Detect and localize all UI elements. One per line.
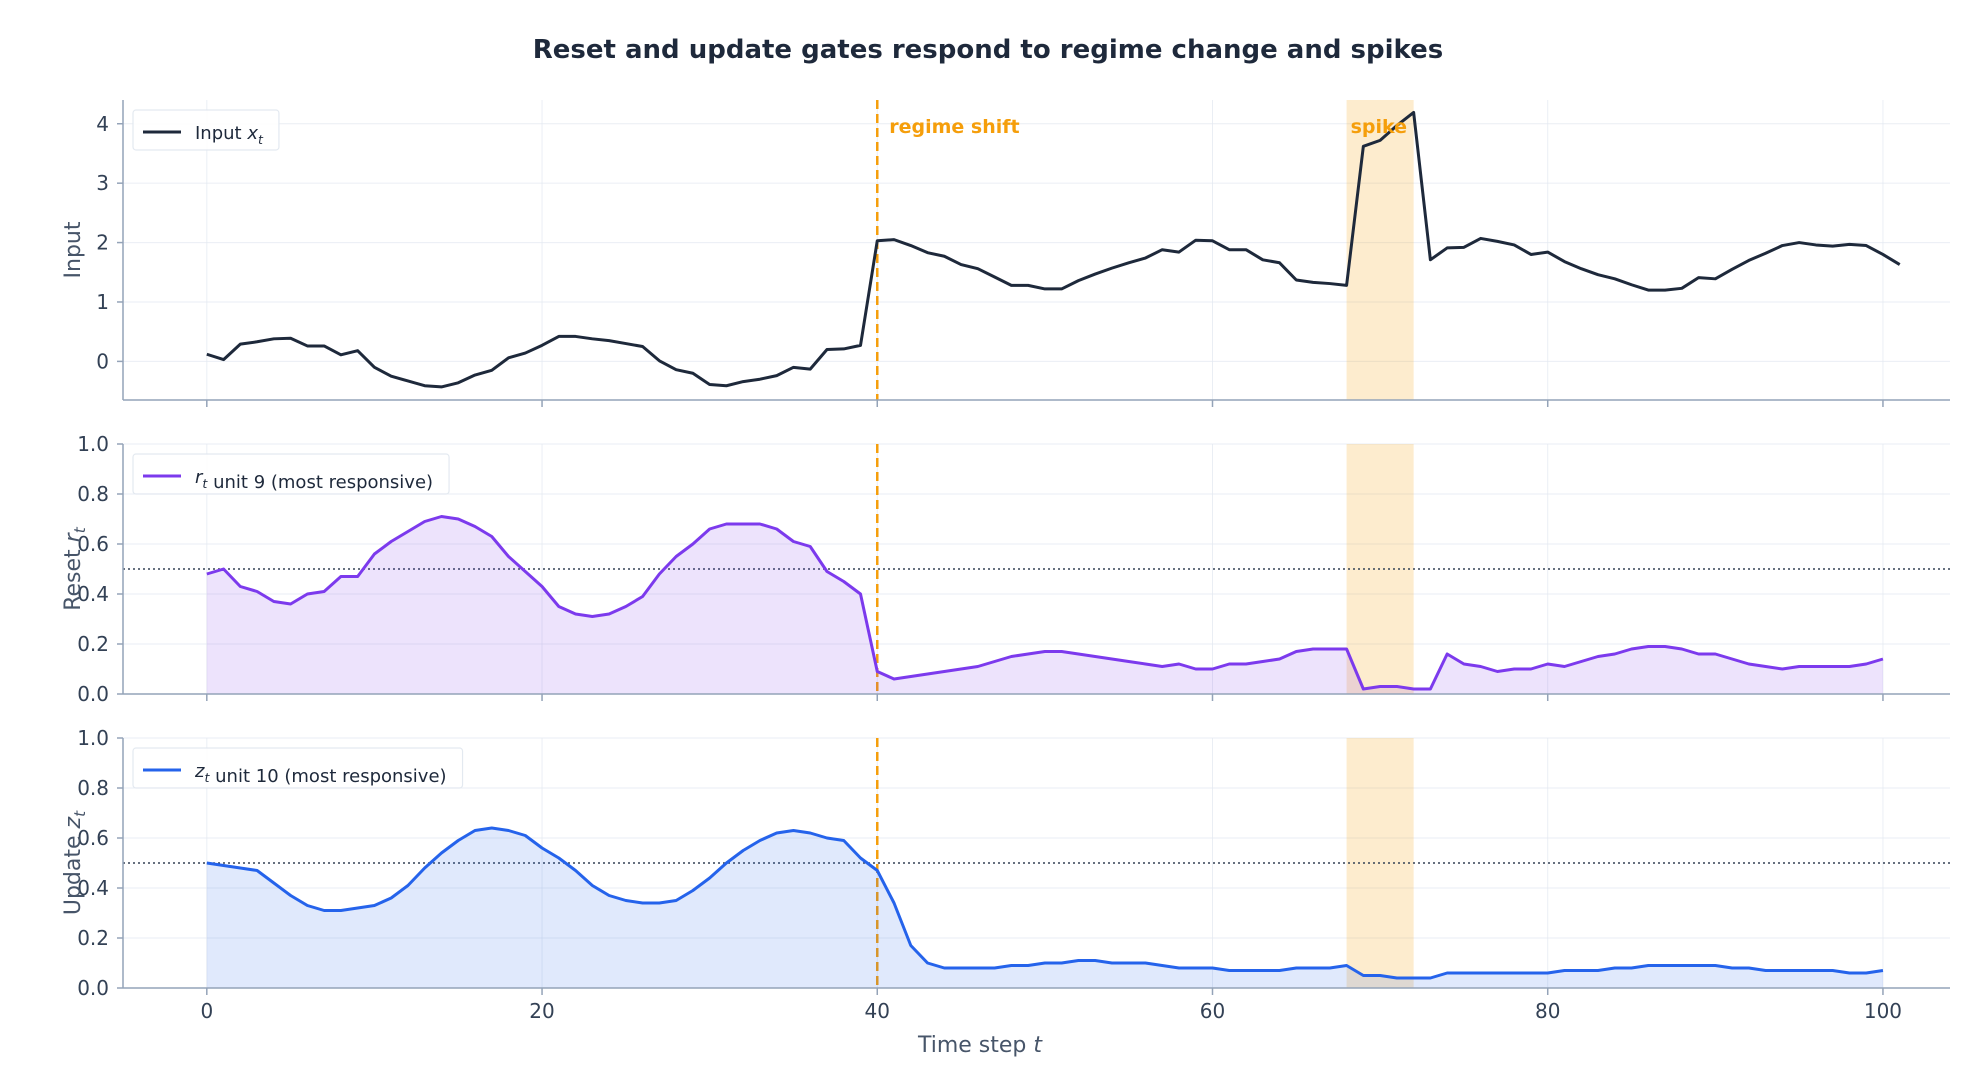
x-tick-label: 40 <box>865 999 890 1023</box>
x-tick-label: 100 <box>1864 999 1902 1023</box>
spike-band <box>1346 444 1414 694</box>
legend-update: zt unit 10 (most responsive) <box>132 747 464 789</box>
legend-frame <box>132 109 280 151</box>
legend-input: Input xt <box>132 109 280 151</box>
spike-band <box>1346 738 1414 988</box>
spike-label: spike <box>1351 116 1407 138</box>
series-fill-update <box>206 828 1883 988</box>
legend-reset: rt unit 9 (most responsive) <box>132 453 450 495</box>
series-line-update <box>206 826 1884 980</box>
series-fill-reset <box>206 516 1883 694</box>
y-tick-label: 2 <box>96 231 109 255</box>
x-tick-label: 0 <box>200 999 213 1023</box>
x-axis-label: Time step t <box>917 1033 1043 1058</box>
y-tick-label: 0.2 <box>77 926 109 950</box>
legend-label: zt unit 10 (most responsive) <box>194 761 447 787</box>
y-tick-label: 0.8 <box>77 776 109 800</box>
panel-update: 0.0 0.2 0.4 0.6 0.8 1.0 0 20 40 60 80 100 Update zt z… <box>61 726 1950 1023</box>
y-tick-label: 0.4 <box>77 876 109 900</box>
y-tick-label: 0.0 <box>77 682 109 706</box>
y-tick-label: 0.2 <box>77 632 109 656</box>
y-tick-label: 3 <box>96 171 109 195</box>
y-axis-label-input: Input <box>61 221 86 278</box>
y-tick-label: 0.6 <box>77 532 109 556</box>
legend-frame <box>132 453 450 495</box>
y-tick-label: 1 <box>96 290 109 314</box>
spike-band <box>1346 100 1414 400</box>
x-tick-label: 20 <box>529 999 554 1023</box>
panel-input: 0 1 2 3 4 Input Input xt regime shift spike <box>61 100 1950 407</box>
x-tick-label: 60 <box>1200 999 1225 1023</box>
y-tick-label: 1.0 <box>77 726 109 750</box>
series-line-reset <box>206 515 1884 691</box>
y-tick-label: 0.6 <box>77 826 109 850</box>
legend-label: Input xt <box>195 123 264 147</box>
regime-shift-label: regime shift <box>889 116 1019 138</box>
y-axis-label-reset: Reset rt <box>61 526 89 611</box>
legend-frame <box>132 747 464 789</box>
y-tick-label: 0.8 <box>77 482 109 506</box>
y-tick-label: 0 <box>96 349 109 373</box>
y-tick-label: 0.4 <box>77 582 109 606</box>
y-axis-label-update: Update zt <box>61 810 89 915</box>
y-tick-label: 1.0 <box>77 432 109 456</box>
legend-label: rt unit 9 (most responsive) <box>195 467 433 493</box>
y-tick-label: 0.0 <box>77 976 109 1000</box>
series-line-input <box>206 110 1901 389</box>
panel-reset: 0.0 0.2 0.4 0.6 0.8 1.0 Reset rt rt unit 9 (mos… <box>61 432 1950 706</box>
x-tick-label: 80 <box>1535 999 1560 1023</box>
chart-title: Reset and update gates respond to regime… <box>533 35 1443 65</box>
y-tick-label: 4 <box>96 112 109 136</box>
